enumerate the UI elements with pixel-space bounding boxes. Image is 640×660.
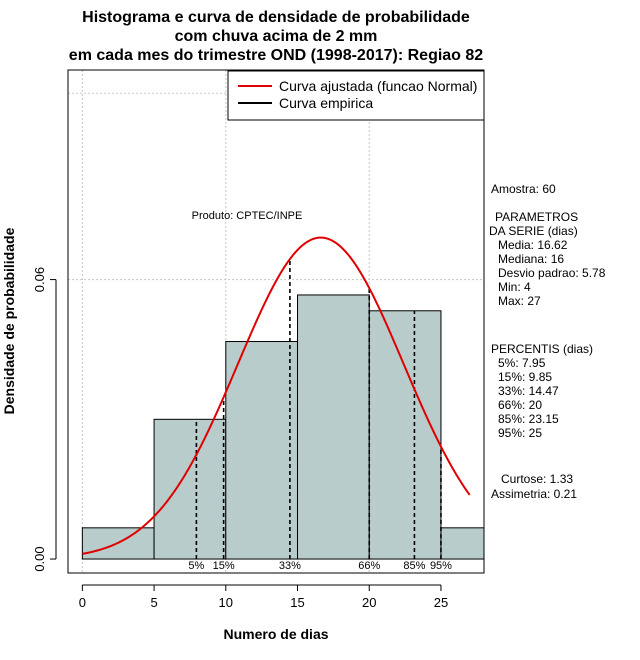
histogram-bars xyxy=(81,294,485,560)
percentile-label-15: 15% xyxy=(213,560,235,572)
stat-params-subheading: DA SERIE (dias) xyxy=(489,224,578,238)
percentile-label-95: 95% xyxy=(430,560,452,572)
chart-title-line-2: com chuva acima de 2 mm xyxy=(175,28,378,45)
stat-median: Mediana: 16 xyxy=(498,252,564,266)
stat-p85: 85%: 23.15 xyxy=(498,412,559,426)
x-tick-label-0: 0 xyxy=(79,595,86,610)
legend-label-normal: Curva ajustada (funcao Normal) xyxy=(279,78,477,94)
stat-min: Min: 4 xyxy=(498,280,531,294)
chart-title-line-3: em cada mes do trimestre OND (1998-2017)… xyxy=(69,47,484,64)
x-tick-label-5: 5 xyxy=(150,595,157,610)
histogram-bar-3 xyxy=(297,294,370,560)
percentile-label-85: 85% xyxy=(403,560,425,572)
x-tick-label-10: 10 xyxy=(219,595,233,610)
normal-curve xyxy=(82,236,471,555)
x-tick-label-25: 25 xyxy=(434,595,448,610)
histogram-bar-4 xyxy=(368,310,442,560)
histogram-bar-0 xyxy=(81,527,155,560)
y-axis-title: Densidade de probabilidade xyxy=(1,227,17,414)
stat-p5: 5%: 7.95 xyxy=(498,356,546,370)
percentile-label-66: 66% xyxy=(358,560,380,572)
percentile-lines: 5% 15% 33% 66% 85% 95% xyxy=(188,259,452,572)
x-tick-label-15: 15 xyxy=(290,595,304,610)
product-annotation: Produto: CPTEC/INPE xyxy=(192,210,303,222)
legend-box xyxy=(227,70,485,121)
y-tick-label-0: 0.00 xyxy=(32,546,47,571)
x-tick-label-20: 20 xyxy=(362,595,376,610)
percentile-label-33: 33% xyxy=(279,560,301,572)
chart-title-line-1: Histograma e curva de densidade de proba… xyxy=(82,9,470,26)
normal-curve-line xyxy=(82,236,471,555)
stat-mean: Media: 16.62 xyxy=(498,238,568,252)
histogram-bar-2 xyxy=(225,341,299,560)
histogram-bar-5 xyxy=(440,527,485,560)
stat-p33: 33%: 14.47 xyxy=(498,384,559,398)
chart-title: Histograma e curva de densidade de proba… xyxy=(69,9,484,64)
stat-skewness: Assimetria: 0.21 xyxy=(491,487,577,501)
stat-params-heading: PARAMETROS xyxy=(495,210,578,224)
stat-sample-size: Amostra: 60 xyxy=(491,182,556,196)
stat-stdev: Desvio padrao: 5.78 xyxy=(498,266,606,280)
stat-p66: 66%: 20 xyxy=(498,398,542,412)
stat-max: Max: 27 xyxy=(498,294,541,308)
percentile-label-5: 5% xyxy=(188,560,204,572)
x-axis: 0 5 10 15 20 25 xyxy=(79,584,448,610)
stat-percentiles-heading: PERCENTIS (dias) xyxy=(491,342,593,356)
plot-frame xyxy=(67,69,485,574)
y-axis: 0.00 0.06 xyxy=(32,267,57,572)
stat-p95: 95%: 25 xyxy=(498,426,542,440)
x-axis-title: Numero de dias xyxy=(223,626,328,642)
stat-kurtosis: Curtose: 1.33 xyxy=(501,472,573,486)
y-tick-label-1: 0.06 xyxy=(32,267,47,292)
histogram-bar-1 xyxy=(153,418,227,560)
legend-label-empirical: Curva empirica xyxy=(279,95,373,111)
statistics-panel: Amostra: 60 PARAMETROS DA SERIE (dias) M… xyxy=(489,182,606,501)
legend: Curva ajustada (funcao Normal) Curva emp… xyxy=(227,70,485,121)
stat-p15: 15%: 9.85 xyxy=(498,370,552,384)
